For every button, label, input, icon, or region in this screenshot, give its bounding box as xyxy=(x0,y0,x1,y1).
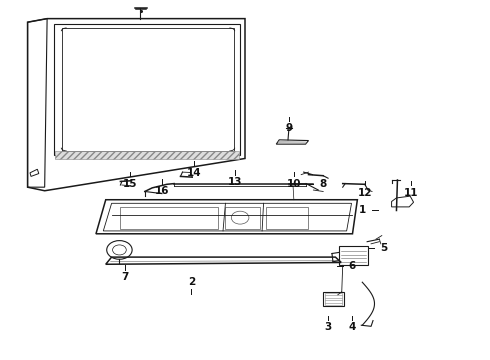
Text: 3: 3 xyxy=(324,322,332,332)
Text: 11: 11 xyxy=(404,188,418,198)
Text: 12: 12 xyxy=(358,188,372,198)
Bar xyxy=(325,293,342,305)
Text: 2: 2 xyxy=(188,277,195,287)
Bar xyxy=(266,207,308,229)
Bar xyxy=(225,207,260,229)
Text: 8: 8 xyxy=(319,179,327,189)
Bar xyxy=(55,151,239,159)
Bar xyxy=(339,246,368,265)
Bar xyxy=(121,207,218,229)
Text: 6: 6 xyxy=(349,261,356,271)
Text: 15: 15 xyxy=(123,179,137,189)
Text: 7: 7 xyxy=(122,272,129,282)
Text: 14: 14 xyxy=(186,168,201,178)
Text: 5: 5 xyxy=(381,243,388,253)
Text: 13: 13 xyxy=(228,177,243,187)
Bar xyxy=(323,292,343,306)
Text: 16: 16 xyxy=(155,186,169,196)
Text: 1: 1 xyxy=(359,206,366,216)
Text: 10: 10 xyxy=(287,179,301,189)
Text: 9: 9 xyxy=(285,123,293,133)
Text: 4: 4 xyxy=(349,322,356,332)
